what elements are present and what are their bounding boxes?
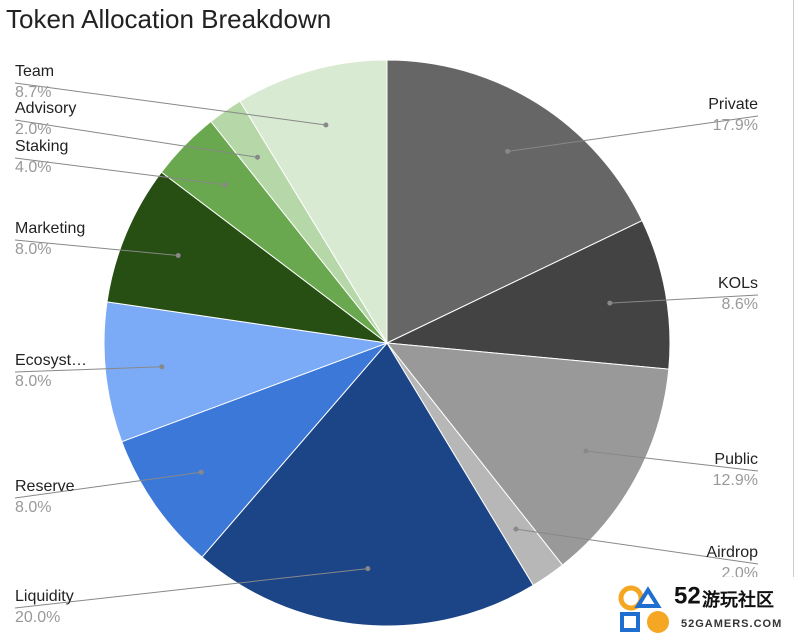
leader-line [609, 294, 759, 304]
slice-label: Marketing [15, 220, 85, 237]
leader-dot [513, 526, 519, 532]
slice-label: Ecosyst… [15, 352, 87, 369]
pie-slice [386, 59, 643, 344]
slice-value: 8.6% [722, 296, 758, 313]
leader-dot [323, 122, 329, 128]
pie-slice [103, 301, 388, 443]
pie-slice [239, 59, 388, 345]
slice-label: Team [15, 63, 54, 80]
watermark-icon [647, 611, 669, 633]
slice-value: 4.0% [15, 159, 51, 176]
slice-value: 8.7% [15, 84, 51, 101]
leader-line [14, 471, 202, 499]
leader-line [14, 82, 327, 126]
slice-value: 17.9% [713, 117, 758, 134]
leader-line [14, 239, 179, 256]
slice-label: Public [714, 451, 758, 468]
leader-line [515, 528, 759, 565]
watermark-icon [634, 586, 662, 608]
slice-value: 8.0% [15, 241, 51, 258]
pie-slice [121, 342, 388, 558]
slice-label: Liquidity [15, 588, 74, 605]
leader-dot [505, 148, 511, 154]
labels: Private 17.9% KOLs 8.6% Public 12.9% Airdrop 2.… [14, 63, 759, 626]
pie-slice [385, 342, 670, 566]
leader-line [14, 366, 162, 373]
pie-slice [201, 342, 534, 627]
leader-dot [255, 154, 261, 160]
leader-dot [159, 364, 165, 370]
pie-slice [385, 219, 671, 370]
leader-dot [222, 182, 228, 188]
watermark-icon [620, 612, 640, 632]
chart-title: Token Allocation Breakdown [6, 4, 331, 34]
leader-dot [583, 448, 589, 454]
pie-slice [106, 171, 388, 344]
watermark-bg [612, 577, 796, 642]
slices [103, 59, 671, 627]
leader-dot [607, 300, 613, 306]
leader-dot [365, 566, 371, 572]
slice-label: Private [708, 96, 758, 113]
leader-line [585, 450, 759, 472]
leader-dot [175, 252, 181, 258]
slice-value: 8.0% [15, 499, 51, 516]
slice-value: 8.0% [15, 373, 51, 390]
leader-line [14, 568, 368, 609]
leader-line [14, 119, 258, 158]
watermark-name: 游玩社区 [702, 589, 774, 610]
slice-value: 12.9% [713, 472, 758, 489]
slice-label: Advisory [15, 100, 76, 117]
slice-label: Reserve [15, 478, 75, 495]
leader-line [14, 157, 226, 186]
slice-label: KOLs [718, 275, 758, 292]
watermark: 52 游玩社区 52GAMERS.COM [612, 577, 796, 642]
leader-line [507, 115, 759, 152]
slice-label: Airdrop [706, 544, 758, 561]
slice-value: 20.0% [15, 609, 60, 626]
leader-dot [198, 469, 204, 475]
watermark-site: 52GAMERS.COM [681, 618, 782, 630]
slice-label: Staking [15, 138, 68, 155]
slice-value: 2.0% [15, 121, 51, 138]
watermark-number: 52 [674, 582, 701, 609]
